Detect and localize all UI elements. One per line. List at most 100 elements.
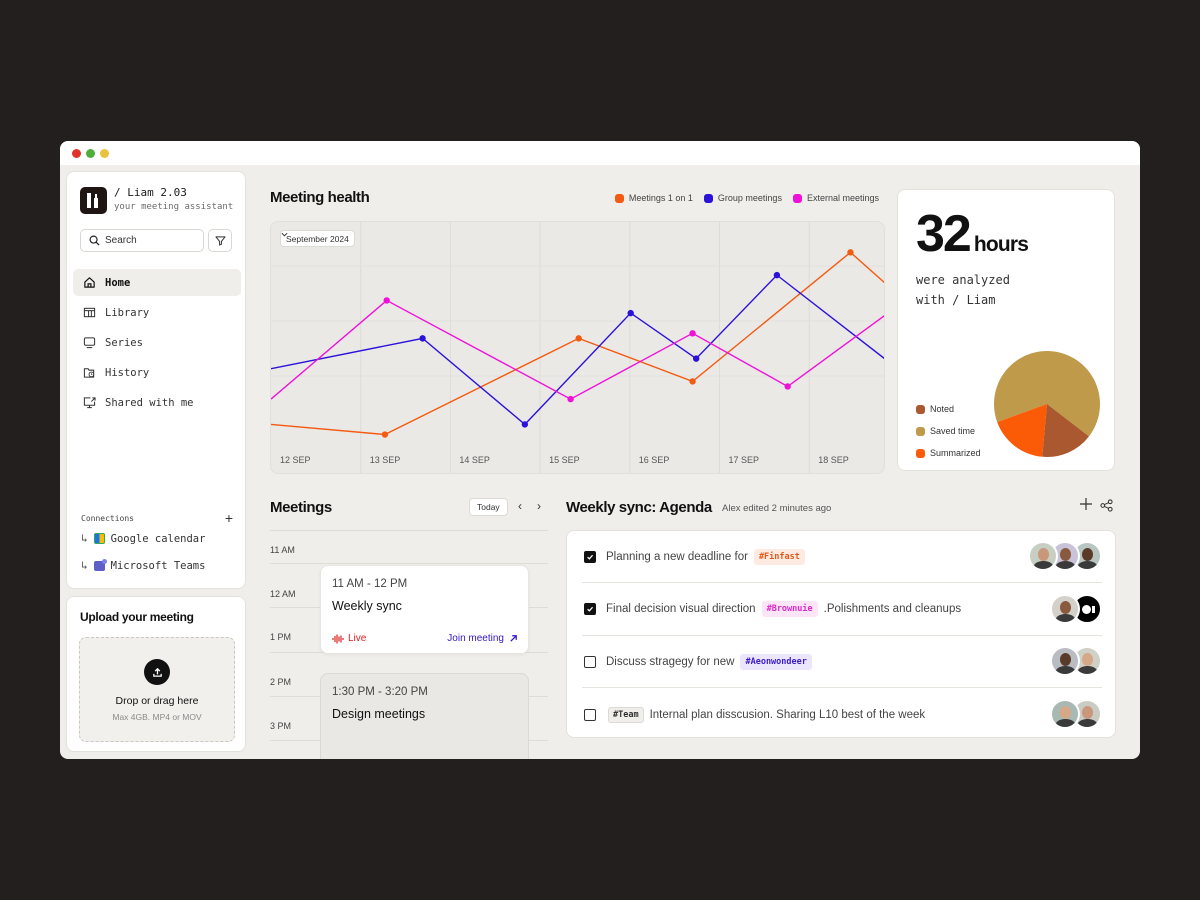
avatar[interactable] [1050, 593, 1080, 624]
hours-description: were analyzed with / Liam [916, 270, 1010, 310]
data-point[interactable] [521, 421, 529, 428]
legend-swatch [916, 426, 925, 436]
pie-chart [994, 351, 1100, 457]
connection-google-calendar[interactable]: ↳ Google calendar [81, 532, 205, 545]
join-meeting-link[interactable]: Join meeting [447, 633, 518, 644]
legend-item[interactable]: Group meetings [703, 193, 782, 203]
connection-microsoft-teams[interactable]: ↳ Microsoft Teams [81, 558, 205, 572]
sidebar-item-home[interactable]: Home [73, 269, 241, 296]
brand: / Liam 2.03 your meeting assistant [80, 186, 233, 214]
search-input[interactable]: Search [80, 229, 204, 252]
hours-line-2: with / Liam [916, 293, 996, 307]
data-point[interactable] [847, 249, 854, 256]
event-weekly-sync[interactable]: 11 AM - 12 PM Weekly sync Live Join meet… [320, 565, 529, 654]
agenda-tag[interactable]: #Brownuie [761, 601, 818, 617]
assignee-avatars [1050, 593, 1102, 624]
data-point[interactable] [567, 395, 574, 403]
sub-arrow-icon: ↳ [81, 532, 88, 545]
hour-label: 3 PM [270, 721, 292, 731]
legend-swatch [916, 448, 925, 458]
agenda-tag[interactable]: #Finfast [753, 548, 805, 565]
legend-item[interactable]: External meetings [792, 193, 879, 203]
sidebar-item-shared[interactable]: Shared with me [73, 389, 241, 416]
event-time: 1:30 PM - 3:20 PM [332, 686, 428, 698]
check-icon [587, 606, 594, 612]
event-time: 11 AM - 12 PM [332, 578, 408, 590]
data-point[interactable] [419, 335, 426, 342]
upload-panel: Upload your meeting Drop or drag here Ma… [66, 596, 246, 752]
share-icon [1100, 499, 1113, 512]
data-point[interactable] [689, 330, 696, 337]
avatar[interactable] [1028, 541, 1058, 571]
maximize-window-button[interactable] [100, 148, 109, 158]
avatar[interactable] [1050, 698, 1080, 729]
agenda-title: Weekly sync: Agenda [566, 499, 712, 516]
previous-day-button[interactable]: ‹ [518, 499, 522, 513]
data-point[interactable] [692, 355, 700, 362]
pie-slice[interactable] [1042, 404, 1089, 457]
today-button[interactable]: Today [469, 498, 508, 516]
meeting-health-title: Meeting health [270, 189, 370, 206]
minimize-window-button[interactable] [86, 148, 95, 158]
sidebar-item-label: Shared with me [105, 396, 194, 409]
filter-button[interactable] [208, 229, 232, 252]
hours-value: 32 [916, 205, 972, 263]
agenda-text: Discuss stragegy for new [606, 655, 735, 668]
checkbox-checked[interactable] [584, 603, 596, 615]
upload-button[interactable] [144, 659, 170, 685]
agenda-item: Discuss stragegy for new #Aeonwondeer [582, 636, 1102, 688]
upload-title: Upload your meeting [80, 610, 194, 624]
close-window-button[interactable] [72, 148, 81, 158]
hour-label: 2 PM [270, 677, 292, 687]
sidebar-item-library[interactable]: Library [73, 299, 241, 326]
event-design-meetings[interactable]: 1:30 PM - 3:20 PM Design meetings [320, 673, 529, 759]
chart-legend: Meetings 1 on 1 Group meetings External … [614, 193, 879, 203]
agenda-tag[interactable]: #Team [608, 706, 644, 723]
sidebar-item-series[interactable]: Series [73, 329, 241, 356]
add-connection-button[interactable]: + [224, 510, 233, 526]
data-point[interactable] [784, 383, 791, 390]
hours-line-1: were analyzed [916, 273, 1010, 287]
data-point[interactable] [773, 271, 781, 279]
connections-header: Connections + [81, 510, 233, 526]
pie-slice[interactable] [994, 351, 1100, 437]
hour-label: 12 AM [270, 589, 296, 599]
checkbox-unchecked[interactable] [584, 708, 596, 721]
arrow-up-right-icon [510, 635, 517, 642]
data-point[interactable] [575, 335, 582, 342]
share-button[interactable] [1100, 499, 1113, 517]
data-point[interactable] [627, 309, 634, 317]
agenda-tag[interactable]: #Aeonwondeer [740, 653, 812, 670]
agenda-text: Final decision visual direction [606, 603, 756, 615]
upload-icon [152, 667, 162, 677]
pie-legend: Noted Saved time Summarized [916, 398, 981, 464]
avatar[interactable] [1050, 646, 1080, 676]
assignee-avatars [1050, 698, 1102, 729]
legend-label: Group meetings [717, 193, 782, 203]
add-agenda-item-button[interactable] [1079, 495, 1093, 516]
sub-arrow-icon: ↳ [81, 559, 88, 572]
upload-dropzone[interactable]: Drop or drag here Max 4GB. MP4 or MOV [79, 637, 235, 742]
search-placeholder: Search [105, 235, 137, 246]
checkbox-unchecked[interactable] [584, 655, 596, 668]
legend-item[interactable]: Meetings 1 on 1 [614, 193, 693, 203]
data-point[interactable] [383, 297, 390, 304]
hours-analyzed-card: 32 hours were analyzed with / Liam Noted… [897, 189, 1115, 471]
legend-swatch [916, 404, 925, 414]
x-axis-label: 12 SEP [280, 455, 311, 465]
sidebar-item-history[interactable]: History [73, 359, 241, 386]
month-selector[interactable]: September 2024 [280, 230, 355, 247]
agenda-text: Planning a new deadline for [606, 550, 748, 563]
legend-swatch [792, 193, 802, 203]
plus-icon [1080, 498, 1092, 510]
data-point[interactable] [689, 378, 696, 385]
pie-slice[interactable] [997, 404, 1047, 457]
checkbox-checked[interactable] [584, 550, 596, 563]
hours-unit: hours [973, 233, 1029, 256]
next-day-button[interactable]: › [537, 499, 541, 513]
agenda-item: Planning a new deadline for #Finfast [582, 531, 1102, 583]
x-axis-label: 15 SEP [549, 455, 580, 465]
data-point[interactable] [381, 431, 389, 438]
connection-label: Google calendar [110, 532, 206, 545]
google-calendar-icon [93, 533, 105, 544]
